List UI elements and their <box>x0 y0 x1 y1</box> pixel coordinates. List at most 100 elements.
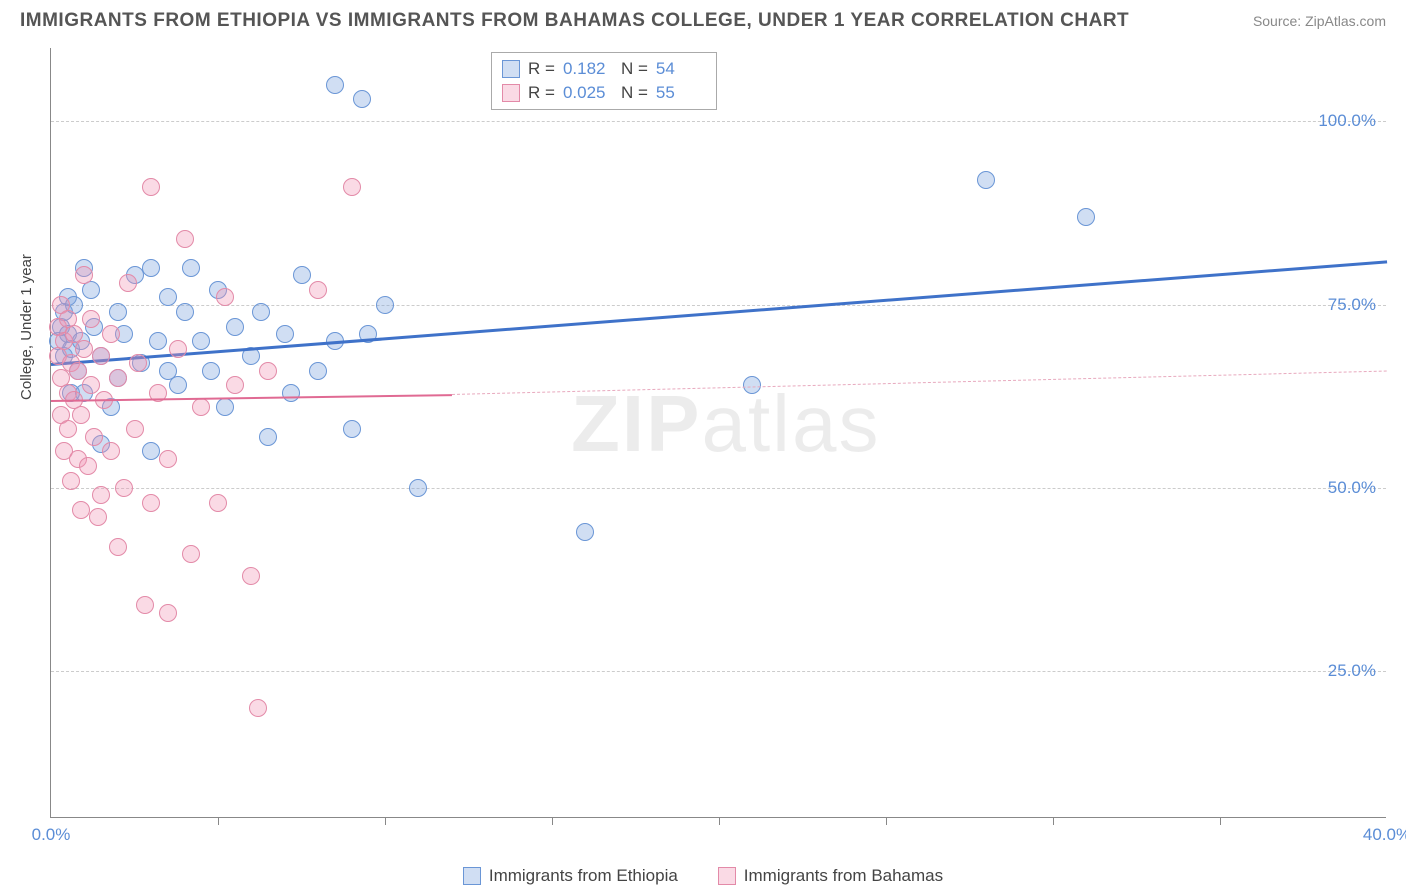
data-point <box>409 479 427 497</box>
tick-v <box>1220 817 1221 825</box>
data-point <box>75 340 93 358</box>
data-point <box>343 420 361 438</box>
r-value: 0.025 <box>563 81 613 105</box>
tick-v <box>385 817 386 825</box>
legend-stats: R = 0.182 N = 54R = 0.025 N = 55 <box>491 52 717 110</box>
scatter-chart: ZIPatlas 25.0%50.0%75.0%100.0%0.0%40.0%R… <box>50 48 1386 818</box>
data-point <box>82 310 100 328</box>
data-point <box>977 171 995 189</box>
data-point <box>102 325 120 343</box>
data-point <box>293 266 311 284</box>
trend-line <box>452 371 1387 395</box>
watermark: ZIPatlas <box>571 378 880 470</box>
data-point <box>343 178 361 196</box>
y-tick-label: 100.0% <box>1318 111 1376 131</box>
data-point <box>226 318 244 336</box>
legend-label: Immigrants from Ethiopia <box>489 866 678 886</box>
data-point <box>62 472 80 490</box>
data-point <box>252 303 270 321</box>
x-tick-label: 40.0% <box>1363 825 1406 845</box>
gridline-h <box>51 671 1386 672</box>
data-point <box>259 428 277 446</box>
data-point <box>149 332 167 350</box>
data-point <box>209 494 227 512</box>
data-point <box>82 376 100 394</box>
data-point <box>169 376 187 394</box>
y-axis-label: College, Under 1 year <box>18 254 35 400</box>
data-point <box>142 442 160 460</box>
gridline-h <box>51 121 1386 122</box>
chart-title: IMMIGRANTS FROM ETHIOPIA VS IMMIGRANTS F… <box>20 10 1129 32</box>
data-point <box>142 178 160 196</box>
data-point <box>159 288 177 306</box>
tick-v <box>218 817 219 825</box>
y-tick-label: 25.0% <box>1328 661 1376 681</box>
legend-label: Immigrants from Bahamas <box>744 866 943 886</box>
data-point <box>1077 208 1095 226</box>
data-point <box>226 376 244 394</box>
legend-stats-row: R = 0.182 N = 54 <box>502 57 706 81</box>
n-value: 54 <box>656 57 706 81</box>
data-point <box>102 442 120 460</box>
y-tick-label: 50.0% <box>1328 478 1376 498</box>
data-point <box>119 274 137 292</box>
data-point <box>136 596 154 614</box>
data-point <box>282 384 300 402</box>
tick-v <box>1053 817 1054 825</box>
r-label: R = <box>528 57 555 81</box>
legend-item-bahamas: Immigrants from Bahamas <box>718 866 943 886</box>
data-point <box>59 420 77 438</box>
data-point <box>115 479 133 497</box>
data-point <box>89 508 107 526</box>
gridline-h <box>51 305 1386 306</box>
tick-v <box>552 817 553 825</box>
legend-swatch-icon <box>502 84 520 102</box>
data-point <box>142 259 160 277</box>
data-point <box>182 545 200 563</box>
data-point <box>216 288 234 306</box>
data-point <box>259 362 277 380</box>
data-point <box>109 303 127 321</box>
legend-swatch-icon <box>463 867 481 885</box>
data-point <box>109 538 127 556</box>
data-point <box>376 296 394 314</box>
data-point <box>79 457 97 475</box>
n-label: N = <box>621 57 648 81</box>
n-value: 55 <box>656 81 706 105</box>
data-point <box>309 362 327 380</box>
legend-bottom: Immigrants from Ethiopia Immigrants from… <box>0 866 1406 886</box>
data-point <box>142 494 160 512</box>
data-point <box>92 347 110 365</box>
data-point <box>159 604 177 622</box>
data-point <box>242 567 260 585</box>
data-point <box>249 699 267 717</box>
tick-v <box>719 817 720 825</box>
data-point <box>69 362 87 380</box>
data-point <box>92 486 110 504</box>
legend-swatch-icon <box>502 60 520 78</box>
y-tick-label: 75.0% <box>1328 295 1376 315</box>
data-point <box>192 398 210 416</box>
trend-line <box>51 261 1387 367</box>
data-point <box>159 450 177 468</box>
data-point <box>85 428 103 446</box>
data-point <box>109 369 127 387</box>
source-label: Source: ZipAtlas.com <box>1253 13 1386 29</box>
n-label: N = <box>621 81 648 105</box>
data-point <box>72 501 90 519</box>
data-point <box>169 340 187 358</box>
data-point <box>182 259 200 277</box>
data-point <box>216 398 234 416</box>
data-point <box>176 303 194 321</box>
data-point <box>176 230 194 248</box>
data-point <box>72 406 90 424</box>
data-point <box>309 281 327 299</box>
data-point <box>126 420 144 438</box>
data-point <box>129 354 147 372</box>
data-point <box>576 523 594 541</box>
legend-item-ethiopia: Immigrants from Ethiopia <box>463 866 678 886</box>
header-bar: IMMIGRANTS FROM ETHIOPIA VS IMMIGRANTS F… <box>0 0 1406 38</box>
data-point <box>202 362 220 380</box>
data-point <box>75 266 93 284</box>
r-value: 0.182 <box>563 57 613 81</box>
